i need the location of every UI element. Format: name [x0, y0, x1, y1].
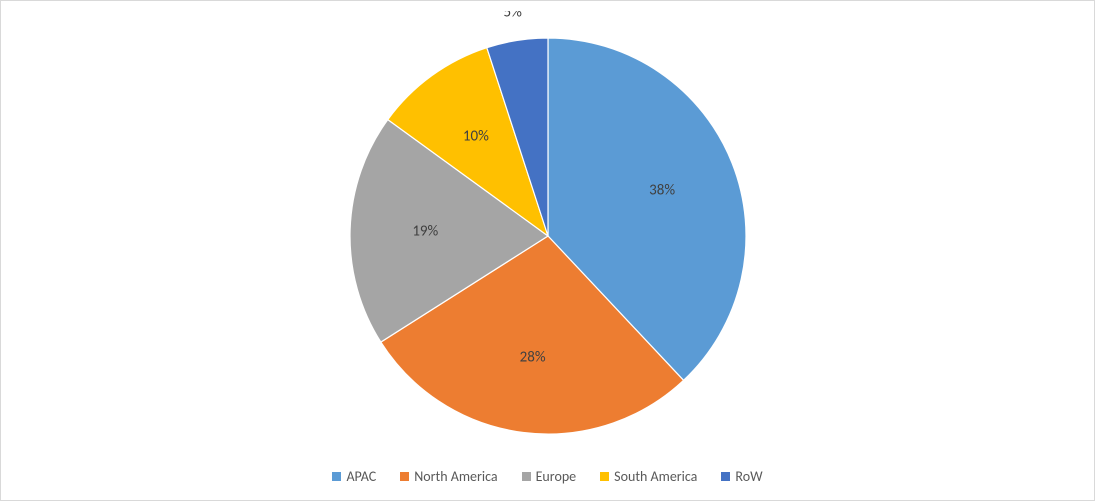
pie-svg: 38% 28% 19% 10% 5%: [1, 11, 1095, 451]
chart-frame: 38% 28% 19% 10% 5% APAC North America Europe So…: [0, 0, 1095, 501]
legend-swatch-3: [600, 472, 609, 481]
slice-label-0: 38%: [649, 181, 675, 199]
legend-swatch-4: [721, 472, 730, 481]
legend-swatch-2: [522, 472, 531, 481]
legend-label-3: South America: [614, 468, 697, 485]
legend: APAC North America Europe South America RoW: [1, 467, 1094, 486]
legend-item-3: South America: [600, 468, 697, 485]
legend-item-0: APAC: [332, 468, 376, 485]
legend-item-4: RoW: [721, 468, 762, 485]
legend-swatch-1: [400, 472, 409, 481]
legend-label-4: RoW: [735, 468, 762, 485]
legend-label-1: North America: [414, 468, 497, 485]
legend-swatch-0: [332, 472, 341, 481]
slice-label-2: 19%: [412, 223, 438, 241]
legend-item-1: North America: [400, 468, 497, 485]
legend-label-2: Europe: [536, 468, 577, 485]
slice-label-4: 5%: [504, 11, 523, 22]
legend-item-2: Europe: [522, 468, 577, 485]
slice-label-1: 28%: [520, 348, 546, 366]
legend-label-0: APAC: [346, 468, 376, 485]
pie-plot-area: 38% 28% 19% 10% 5%: [1, 11, 1095, 441]
slice-label-3: 10%: [463, 127, 489, 145]
